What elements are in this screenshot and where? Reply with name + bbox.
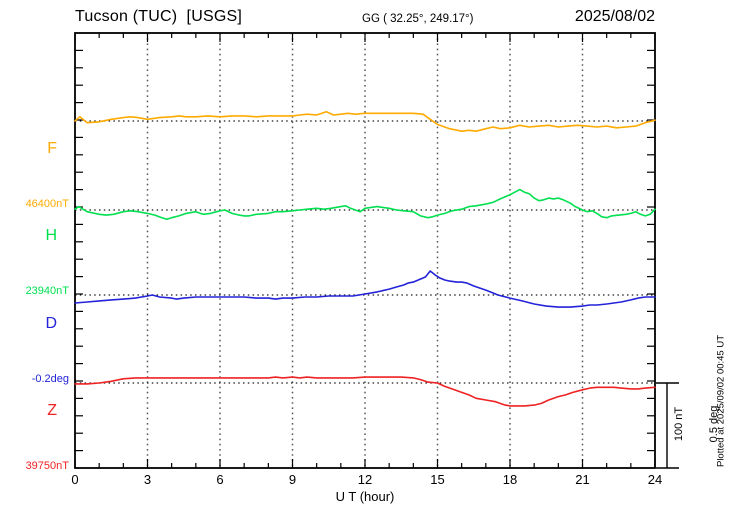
- trace-label-F: F 46400nT: [0, 104, 70, 246]
- plot-frame: [74, 32, 656, 469]
- x-tick-label-9: 9: [288, 472, 297, 487]
- x-tick-label-24: 24: [647, 472, 663, 487]
- trace-baseline-F: 46400nT: [25, 198, 69, 210]
- scale-bar-nt: 100 nT: [673, 406, 685, 442]
- trace-label-H: H 23940nT: [0, 191, 70, 333]
- trace-D: [74, 270, 656, 308]
- trace-name-D: D: [45, 315, 57, 332]
- x-tick-label-0: 0: [71, 472, 79, 487]
- x-tick-label-18: 18: [502, 472, 518, 487]
- trace-Z: [74, 376, 656, 407]
- x-tick-label-21: 21: [575, 472, 590, 487]
- trace-H: [74, 188, 656, 221]
- x-axis-title: U T (hour): [335, 489, 395, 504]
- x-tick-label-15: 15: [430, 472, 445, 487]
- geographic-coordinates: GG ( 32.25°, 249.17°): [362, 13, 474, 25]
- trace-name-H: H: [45, 227, 57, 244]
- x-tick-label-12: 12: [357, 472, 373, 487]
- trace-baseline-D: -0.2deg: [31, 373, 69, 385]
- plotted-timestamp: Plotted at 2025/09/02 00:45 UT: [715, 334, 727, 468]
- trace-name-Z: Z: [47, 402, 57, 419]
- page-title: Tucson (TUC) [USGS]: [75, 8, 242, 25]
- trace-F: [74, 110, 656, 132]
- trace-baseline-Z: 39750nT: [25, 460, 69, 472]
- plot-date: 2025/08/02: [574, 8, 655, 25]
- trace-baseline-H: 23940nT: [25, 285, 69, 297]
- trace-label-Z: Z 39750nT: [0, 366, 70, 508]
- trace-name-F: F: [47, 140, 57, 157]
- trace-label-D: D -0.2deg: [0, 279, 70, 421]
- x-tick-label-6: 6: [216, 472, 224, 487]
- x-tick-label-3: 3: [143, 472, 152, 487]
